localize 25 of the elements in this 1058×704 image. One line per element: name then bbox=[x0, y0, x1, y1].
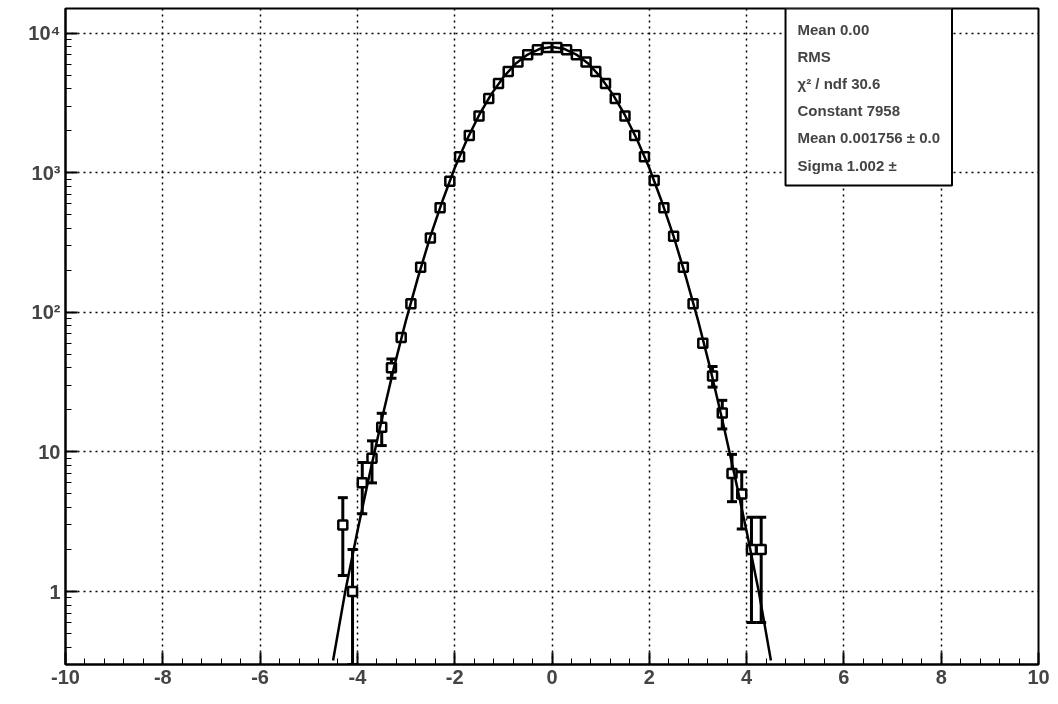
annotation: Constant 7958 bbox=[797, 102, 901, 120]
x-tick-label: -8 bbox=[153, 665, 172, 688]
y-tick-label: 10³ bbox=[31, 161, 61, 184]
x-tick-label: 4 bbox=[741, 665, 754, 688]
x-tick-label: -4 bbox=[348, 665, 368, 688]
y-tick-label: 10² bbox=[31, 301, 61, 324]
x-tick-label: 0 bbox=[546, 665, 558, 688]
x-tick-label: 6 bbox=[838, 665, 850, 688]
x-tick-label: 8 bbox=[935, 665, 947, 688]
point bbox=[346, 585, 359, 598]
y-tick-label: 10⁴ bbox=[28, 22, 61, 45]
y-tick-label: 10 bbox=[38, 440, 61, 463]
x-tick-label: -10 bbox=[51, 665, 80, 688]
point bbox=[755, 543, 767, 556]
annotation: Sigma 1.002 ± bbox=[797, 156, 897, 174]
x-tick-label: -6 bbox=[251, 665, 270, 688]
y-tick-label: 1 bbox=[49, 580, 61, 603]
x-tick-label: -2 bbox=[445, 665, 464, 688]
x-tick-label: 2 bbox=[643, 665, 655, 688]
annotation: RMS bbox=[797, 47, 831, 65]
point bbox=[337, 519, 349, 531]
annotation: Mean 0.00 bbox=[797, 20, 870, 38]
annotation: χ² / ndf 30.6 bbox=[797, 74, 881, 92]
x-tick-label: 10 bbox=[1027, 665, 1050, 688]
annotation: Mean 0.001756 ± 0.0 bbox=[797, 129, 941, 147]
